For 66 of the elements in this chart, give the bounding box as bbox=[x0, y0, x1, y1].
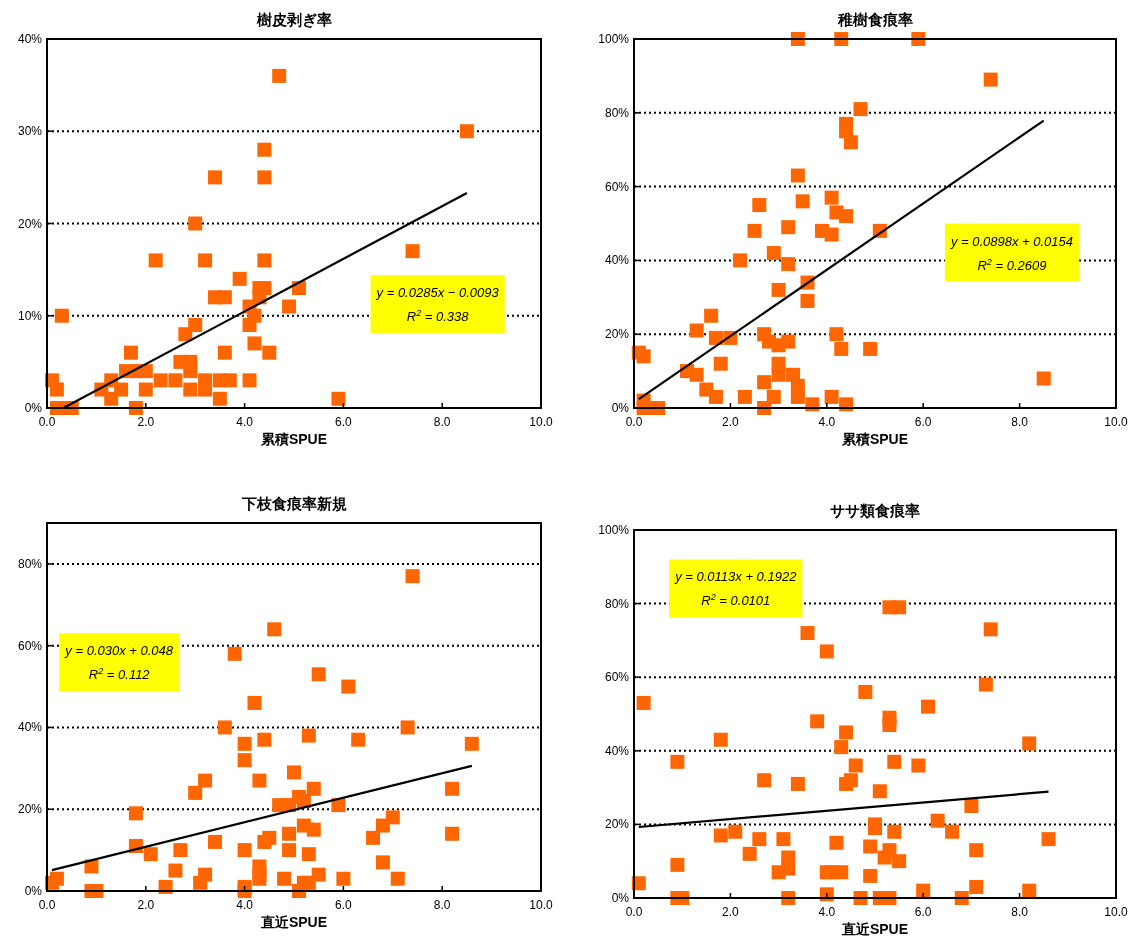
x-axis-title: 直近SPUE bbox=[840, 921, 909, 937]
annotation: R$^{2}$ = 0.112 bbox=[88, 666, 151, 683]
y-tick-label: 10% bbox=[17, 308, 43, 323]
y-tick-label: 20% bbox=[17, 802, 43, 817]
x-tick-label: 4.0 bbox=[818, 905, 836, 919]
x-tick-label: 4.0 bbox=[818, 415, 836, 429]
x-tick-label: 8.0 bbox=[1011, 905, 1029, 919]
annotation: y = 0.0898x + 0.0154 bbox=[949, 233, 1074, 249]
chart-title: 樹皮剥ぎ率 bbox=[255, 11, 332, 28]
x-axis-title: 累積SPUE bbox=[259, 431, 328, 447]
x-tick-label: 0.0 bbox=[625, 415, 643, 429]
annotation: y = 0.0113x + 0.1922 bbox=[674, 569, 798, 585]
y-tick-label: 20% bbox=[604, 817, 630, 832]
x-tick-label: 6.0 bbox=[914, 415, 932, 429]
chart-title: 稚樹食痕率 bbox=[836, 11, 913, 28]
y-tick-label: 30% bbox=[17, 124, 43, 139]
x-tick-label: 0.0 bbox=[625, 905, 643, 919]
y-tick-label: 0% bbox=[24, 401, 43, 415]
y-tick-label: 60% bbox=[17, 638, 43, 653]
x-tick-label: 10.0 bbox=[529, 898, 553, 912]
chart-title: ササ類食痕率 bbox=[830, 502, 920, 519]
y-tick-label: 100% bbox=[598, 32, 630, 46]
x-tick-label: 10.0 bbox=[529, 415, 553, 429]
y-tick-label: 100% bbox=[598, 523, 630, 537]
x-tick-label: 0.0 bbox=[38, 898, 56, 912]
x-tick-label: 4.0 bbox=[236, 415, 254, 429]
y-tick-label: 40% bbox=[17, 32, 43, 46]
y-tick-label: 60% bbox=[604, 179, 630, 194]
annotation: R$^{2}$ = 0.0101 bbox=[701, 592, 771, 609]
x-tick-label: 2.0 bbox=[137, 415, 155, 429]
x-tick-label: 6.0 bbox=[335, 415, 353, 429]
annotation: R$^{2}$ = 0.338 bbox=[406, 308, 470, 325]
x-axis-title: 累積SPUE bbox=[840, 431, 909, 447]
y-tick-label: 0% bbox=[24, 884, 43, 898]
annotation: y = 0.030x + 0.048 bbox=[64, 643, 174, 659]
x-tick-label: 10.0 bbox=[1104, 905, 1128, 919]
y-tick-label: 20% bbox=[17, 216, 43, 231]
x-tick-label: 2.0 bbox=[722, 905, 740, 919]
x-tick-label: 4.0 bbox=[236, 898, 254, 912]
x-axis-title: 直近SPUE bbox=[259, 914, 328, 930]
x-tick-label: 8.0 bbox=[1011, 415, 1029, 429]
y-tick-label: 80% bbox=[604, 596, 630, 611]
annotation-box: y = 0.0113x + 0.1922 R$^{2}$ = 0.0101 bbox=[669, 559, 803, 618]
y-tick-label: 40% bbox=[604, 253, 630, 268]
x-tick-label: 10.0 bbox=[1104, 415, 1128, 429]
x-tick-label: 0.0 bbox=[38, 415, 56, 429]
y-tick-label: 0% bbox=[611, 891, 630, 905]
annotation-box: y = 0.0285x − 0.0093 R$^{2}$ = 0.338 bbox=[370, 275, 505, 334]
y-tick-label: 80% bbox=[17, 556, 43, 571]
x-tick-label: 2.0 bbox=[137, 898, 155, 912]
y-tick-label: 0% bbox=[611, 401, 630, 415]
chart-title: 下枝食痕率新規 bbox=[240, 495, 347, 512]
annotation: R$^{2}$ = 0.2609 bbox=[977, 256, 1047, 273]
y-tick-label: 80% bbox=[604, 105, 630, 120]
x-tick-label: 6.0 bbox=[914, 905, 932, 919]
x-tick-label: 6.0 bbox=[335, 898, 353, 912]
x-tick-label: 8.0 bbox=[433, 898, 451, 912]
x-tick-label: 2.0 bbox=[722, 415, 740, 429]
annotation-box: y = 0.0898x + 0.0154 R$^{2}$ = 0.2609 bbox=[944, 223, 1080, 282]
y-tick-label: 60% bbox=[604, 670, 630, 685]
y-tick-label: 20% bbox=[604, 327, 630, 342]
y-tick-label: 40% bbox=[604, 743, 630, 758]
x-tick-label: 8.0 bbox=[433, 415, 451, 429]
y-tick-label: 40% bbox=[17, 720, 43, 735]
annotation-box: y = 0.030x + 0.048 R$^{2}$ = 0.112 bbox=[59, 633, 180, 692]
annotation: y = 0.0285x − 0.0093 bbox=[375, 285, 500, 301]
